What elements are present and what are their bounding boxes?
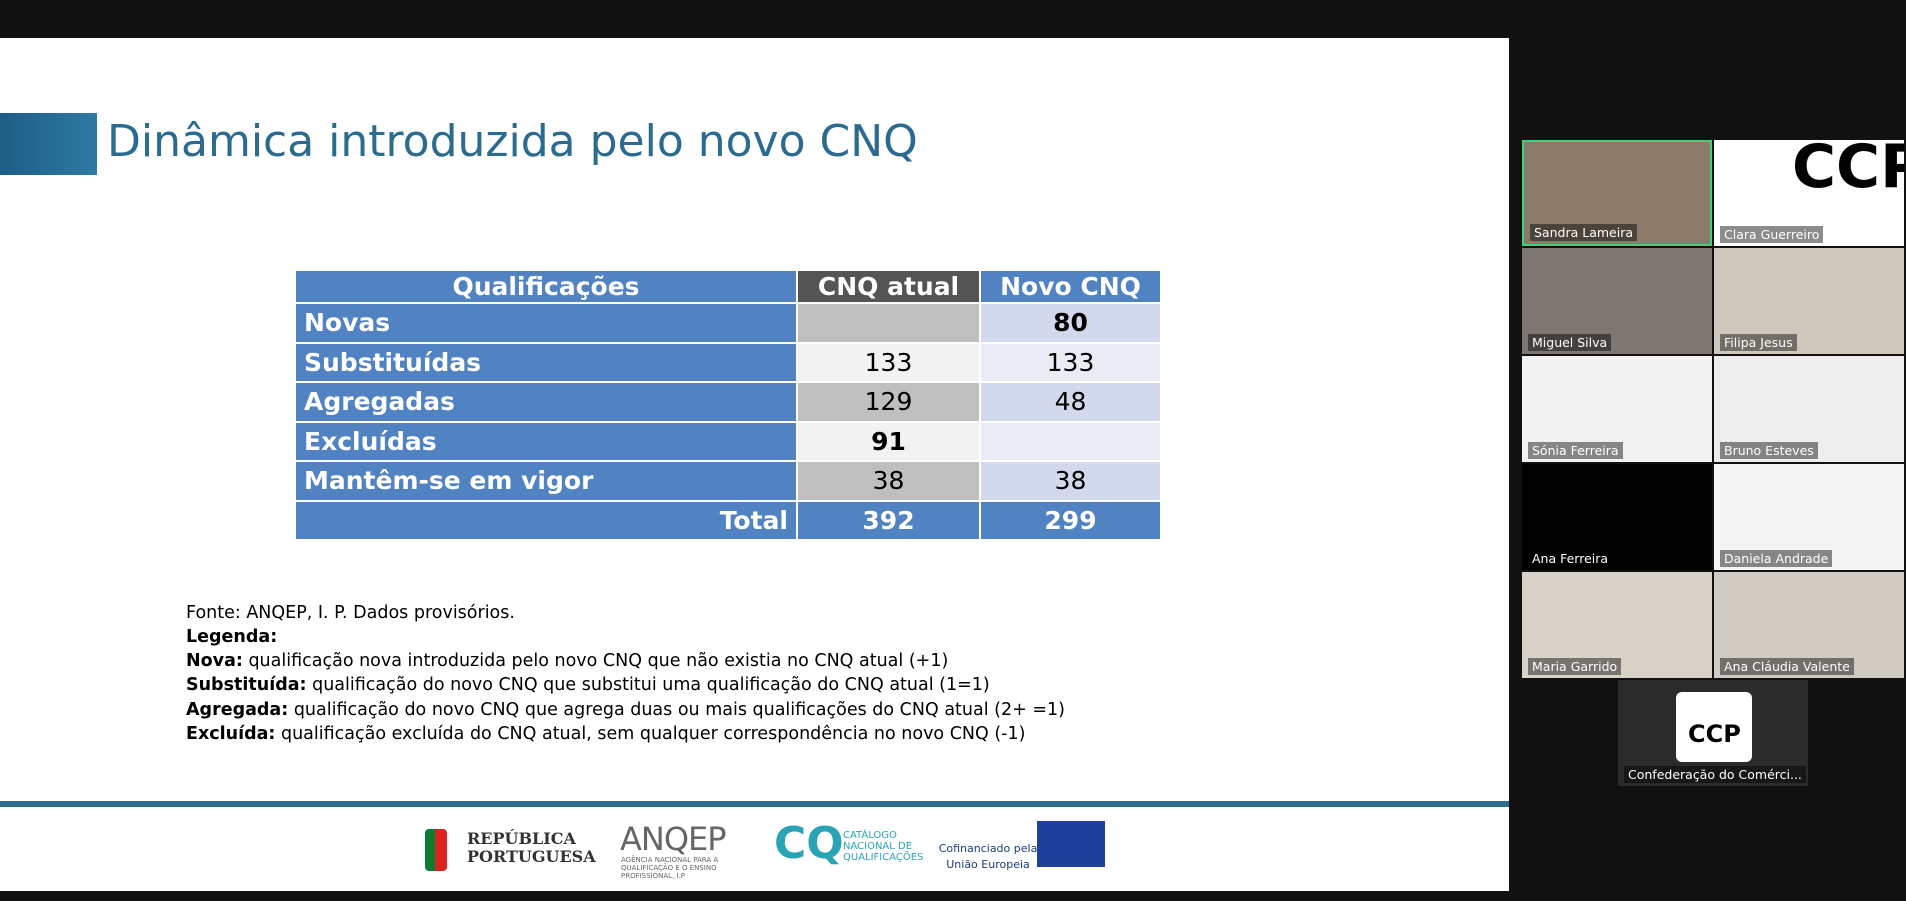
participant-name: Maria Garrido [1528,658,1622,675]
table-cell: 133 [797,342,980,382]
table: Qualificações CNQ atual Novo CNQ Novas 80 Sub… [295,270,1161,540]
logo-republica: REPÚBLICA PORTUGUESA [467,829,596,866]
participant-name: Sónia Ferreira [1528,442,1623,459]
header-cell: CNQ atual [797,270,980,303]
logo-cq-sub: CATÁLOGO NACIONAL DE QUALIFICAÇÕES [843,830,924,863]
video-tile: CCP Clara Guerreiro [1714,140,1904,246]
legend-item: Nova: qualificação nova introduzida pelo… [186,651,948,671]
logo-eu-text: Cofinanciado pela União Europeia [938,842,1038,871]
participant-name: Miguel Silva [1528,334,1612,351]
source: Fonte: ANQEP, I. P. Dados provisórios. [186,603,515,623]
flag-icon [425,829,447,871]
row-label: Novas [295,303,797,343]
logo-anqep: ANQEP [620,820,727,858]
legend-text: qualificação excluída do CNQ atual, sem … [275,723,1026,744]
video-tile: CCP Confederação do Comérci... [1618,680,1808,786]
video-tile: Sandra Lameira [1522,140,1712,246]
participant-name: Ana Cláudia Valente [1720,658,1854,675]
participant-name: Daniela Andrade [1720,550,1833,567]
table-cell: 91 [797,421,980,461]
video-tile: Maria Garrido [1522,572,1712,678]
row-label: Excluídas [295,421,797,461]
slide-title: Dinâmica introduzida pelo novo CNQ [107,116,918,167]
header-cell: Novo CNQ [980,270,1161,303]
legend-item: Excluída: qualificação excluída do CNQ a… [186,724,1025,744]
participant-name: Clara Guerreiro [1720,226,1824,243]
eu-flag [1037,821,1105,867]
tile-logo-box: CCP [1676,692,1752,762]
table-cell: 48 [980,382,1161,422]
legend-term: Nova: [186,651,243,671]
logo-anqep-sub: AGÊNCIA NACIONAL PARA A QUALIFICAÇÃO E O… [621,856,719,880]
legend-item: Agregada: qualificação do novo CNQ que a… [186,700,1065,720]
legend-text: qualificação do novo CNQ que agrega duas… [288,699,1065,720]
row-label: Total [295,500,797,540]
table-cell: 392 [797,500,980,540]
video-tile: Daniela Andrade [1714,464,1904,570]
table-cell [797,303,980,343]
legend-text: qualificação do novo CNQ que substitui u… [306,675,990,696]
table-cell: 38 [980,461,1161,501]
table-cell: 80 [980,303,1161,343]
row-label: Mantêm-se em vigor [295,461,797,501]
legend-term: Agregada: [186,699,289,720]
participant-name: Confederação do Comérci... [1624,766,1806,783]
header-cell: Qualificações [295,270,797,303]
footer-line [0,801,1509,807]
row-label: Agregadas [295,382,797,422]
row-label: Substituídas [295,342,797,382]
logo-cq: CQ [774,818,844,869]
table-cell: 129 [797,382,980,422]
legend-title: Legenda: [186,627,278,647]
video-tile: Filipa Jesus [1714,248,1904,354]
legend-term: Excluída: [186,723,276,744]
slide: Dinâmica introduzida pelo novo CNQ Quali… [0,38,1509,891]
table-cell [980,421,1161,461]
participant-name: Sandra Lameira [1530,224,1637,241]
participant-name: Filipa Jesus [1720,334,1797,351]
video-tile: Sónia Ferreira [1522,356,1712,462]
tile-logo: CCP [1792,140,1904,202]
table-cell: 38 [797,461,980,501]
tile-logo: CCP [1688,720,1741,748]
title-accent [0,113,97,175]
video-tile: Ana Ferreira [1522,464,1712,570]
table-cell: 133 [980,342,1161,382]
table-cell: 299 [980,500,1161,540]
legend-text: qualificação nova introduzida pelo novo … [242,651,949,671]
legend-item: Substituída: qualificação do novo CNQ qu… [186,675,990,695]
video-tile: Bruno Esteves [1714,356,1904,462]
participant-name: Bruno Esteves [1720,442,1818,459]
legend-term: Substituída: [186,675,307,696]
video-tile: Miguel Silva [1522,248,1712,354]
participant-name: Ana Ferreira [1528,550,1613,567]
video-tile: Ana Cláudia Valente [1714,572,1904,678]
